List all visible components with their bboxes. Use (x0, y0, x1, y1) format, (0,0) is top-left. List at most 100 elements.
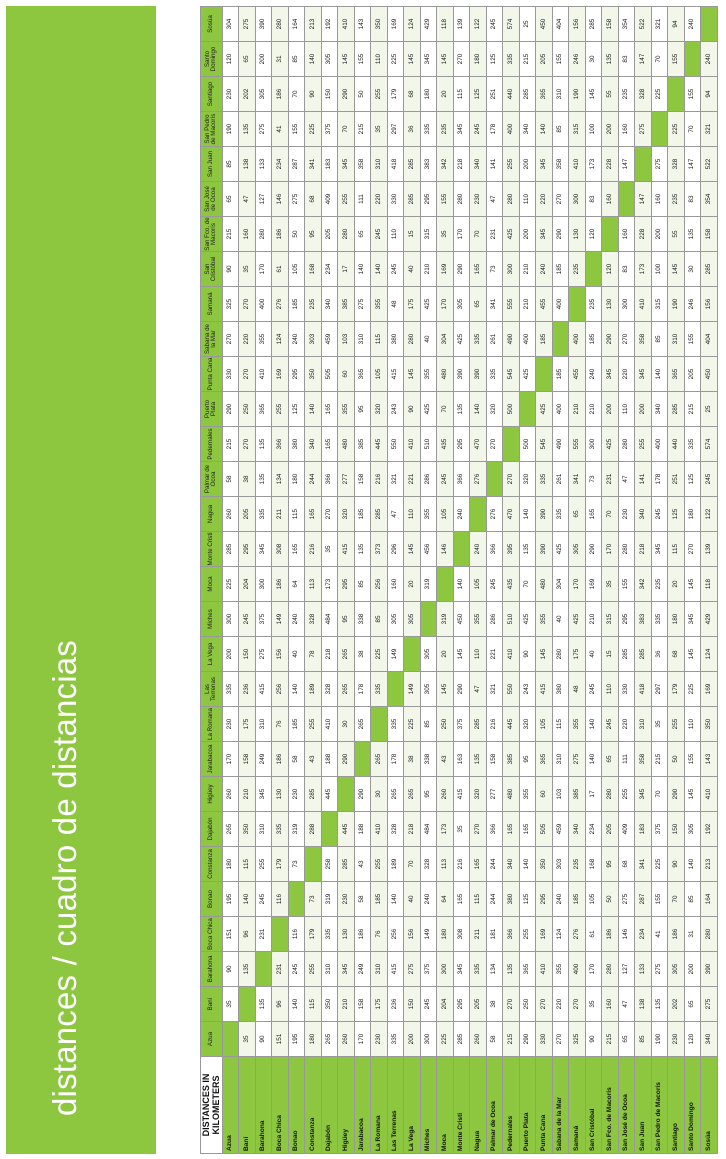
distance-cell: 418 (634, 671, 652, 707)
column-header: Azua (200, 1021, 223, 1057)
distance-cell: 345 (337, 951, 355, 987)
distance-cell: 234 (634, 916, 652, 952)
distance-cell: 358 (634, 321, 652, 357)
distance-cell: 288 (304, 811, 322, 847)
distance-cell: 76 (370, 916, 388, 952)
distance-cell: 231 (255, 916, 272, 952)
diagonal-cell (436, 566, 454, 602)
distance-cell: 220 (618, 356, 635, 392)
distance-cell: 275 (634, 111, 652, 147)
distance-cell: 180 (288, 461, 305, 497)
distance-cell: 178 (651, 461, 668, 497)
distance-cell: 110 (618, 391, 635, 427)
distance-cell: 135 (469, 741, 487, 777)
distance-cell: 160 (651, 181, 668, 217)
row-label: Nagua (469, 1056, 487, 1154)
distance-cell: 140 (453, 566, 470, 602)
distance-cell: 555 (568, 426, 586, 462)
diagonal-cell (354, 741, 371, 777)
distance-cell: 315 (651, 286, 668, 322)
distance-cell: 149 (403, 671, 421, 707)
distance-cell: 156 (700, 286, 718, 322)
distance-cell: 345 (601, 356, 619, 392)
distance-cell: 335 (469, 951, 487, 987)
distance-cell: 139 (700, 531, 718, 567)
distance-cell: 335 (651, 601, 668, 637)
distance-cell: 287 (634, 881, 652, 917)
table-row: San Pedro de Macorís 190 135 275 41 155 225 375… (651, 6, 668, 1154)
distance-cell: 40 (403, 881, 421, 917)
distance-cell: 125 (519, 881, 536, 917)
distance-cell: 315 (568, 111, 586, 147)
distance-cell: 445 (502, 706, 520, 742)
distance-cell: 160 (387, 566, 404, 602)
distance-cell: 175 (568, 636, 586, 672)
distance-cell: 38 (238, 461, 256, 497)
distance-cell: 47 (486, 181, 503, 217)
distance-cell: 445 (370, 426, 388, 462)
column-header: Monte Cristi (200, 531, 223, 567)
distance-cell: 146 (271, 181, 289, 217)
distance-cell: 103 (337, 321, 355, 357)
distance-cell: 65 (238, 41, 256, 77)
distance-cell: 115 (469, 881, 487, 917)
distance-cell: 235 (667, 181, 685, 217)
distance-cell: 183 (634, 811, 652, 847)
distance-cell: 295 (337, 566, 355, 602)
distance-cell: 335 (370, 671, 388, 707)
distance-cell: 240 (535, 251, 553, 287)
title-banner: distances / cuadro de distancias (6, 6, 156, 1154)
header-row: DISTANCES IN KILOMETERS Azua Baní Barahona… (200, 6, 223, 1154)
distance-cell: 85 (354, 566, 371, 602)
row-label: Boca Chica (271, 1056, 289, 1154)
distance-cell: 165 (453, 881, 470, 917)
distance-cell: 340 (321, 286, 338, 322)
distance-cell: 290 (337, 741, 355, 777)
distance-cell: 335 (271, 811, 289, 847)
distance-cell: 83 (585, 181, 602, 217)
distance-cell: 345 (420, 41, 437, 77)
distance-cell: 290 (354, 776, 371, 812)
distance-cell: 70 (288, 76, 305, 112)
distance-cell: 358 (354, 146, 371, 182)
distance-cell: 110 (403, 496, 421, 532)
distance-cell: 210 (585, 601, 602, 637)
distance-cell: 354 (618, 6, 635, 42)
distance-cell: 366 (486, 531, 503, 567)
distance-cell: 38 (486, 986, 503, 1022)
distance-cell: 500 (502, 391, 520, 427)
distance-cell: 285 (403, 146, 421, 182)
distance-cell: 160 (618, 216, 635, 252)
distance-cell: 125 (288, 391, 305, 427)
distance-cell: 255 (337, 181, 355, 217)
distance-cell: 170 (453, 216, 470, 252)
column-header: Bonao (200, 881, 223, 917)
distance-cell: 235 (618, 76, 635, 112)
distance-cell: 310 (552, 741, 569, 777)
distance-cell: 133 (634, 951, 652, 987)
distance-cell: 145 (436, 671, 454, 707)
distance-cell: 400 (651, 426, 668, 462)
distance-cell: 173 (436, 811, 454, 847)
distance-cell: 235 (568, 251, 586, 287)
distance-cell: 490 (502, 321, 520, 357)
distance-cell: 186 (271, 566, 289, 602)
diagonal-cell (453, 531, 470, 567)
distance-cell: 70 (469, 216, 487, 252)
distance-cell: 275 (238, 6, 256, 42)
distance-cell: 235 (436, 111, 454, 147)
distance-cell: 425 (552, 531, 569, 567)
distance-cell: 240 (585, 356, 602, 392)
distance-cell: 155 (684, 741, 701, 777)
distance-cell: 328 (667, 146, 685, 182)
row-label: Samaná (568, 1056, 586, 1154)
distance-cell: 205 (684, 356, 701, 392)
table-row: San Cristóbal 90 35 170 61 105 168 234 17 140 140 2… (585, 6, 602, 1154)
distance-cell: 305 (453, 286, 470, 322)
distance-cell: 160 (601, 181, 619, 217)
distance-cell: 110 (684, 706, 701, 742)
distance-cell: 163 (453, 741, 470, 777)
diagonal-cell (684, 41, 701, 77)
distance-cell: 459 (552, 811, 569, 847)
distance-cell: 95 (354, 391, 371, 427)
